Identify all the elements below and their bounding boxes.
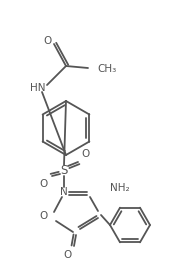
Text: HN: HN — [30, 83, 46, 93]
Text: O: O — [64, 250, 72, 260]
Text: S: S — [60, 164, 68, 176]
Text: O: O — [40, 211, 48, 221]
Text: CH₃: CH₃ — [97, 64, 116, 74]
Text: NH₂: NH₂ — [110, 183, 130, 193]
Text: O: O — [44, 36, 52, 46]
Text: O: O — [39, 179, 47, 189]
Text: N: N — [60, 187, 68, 197]
Text: O: O — [82, 149, 90, 159]
